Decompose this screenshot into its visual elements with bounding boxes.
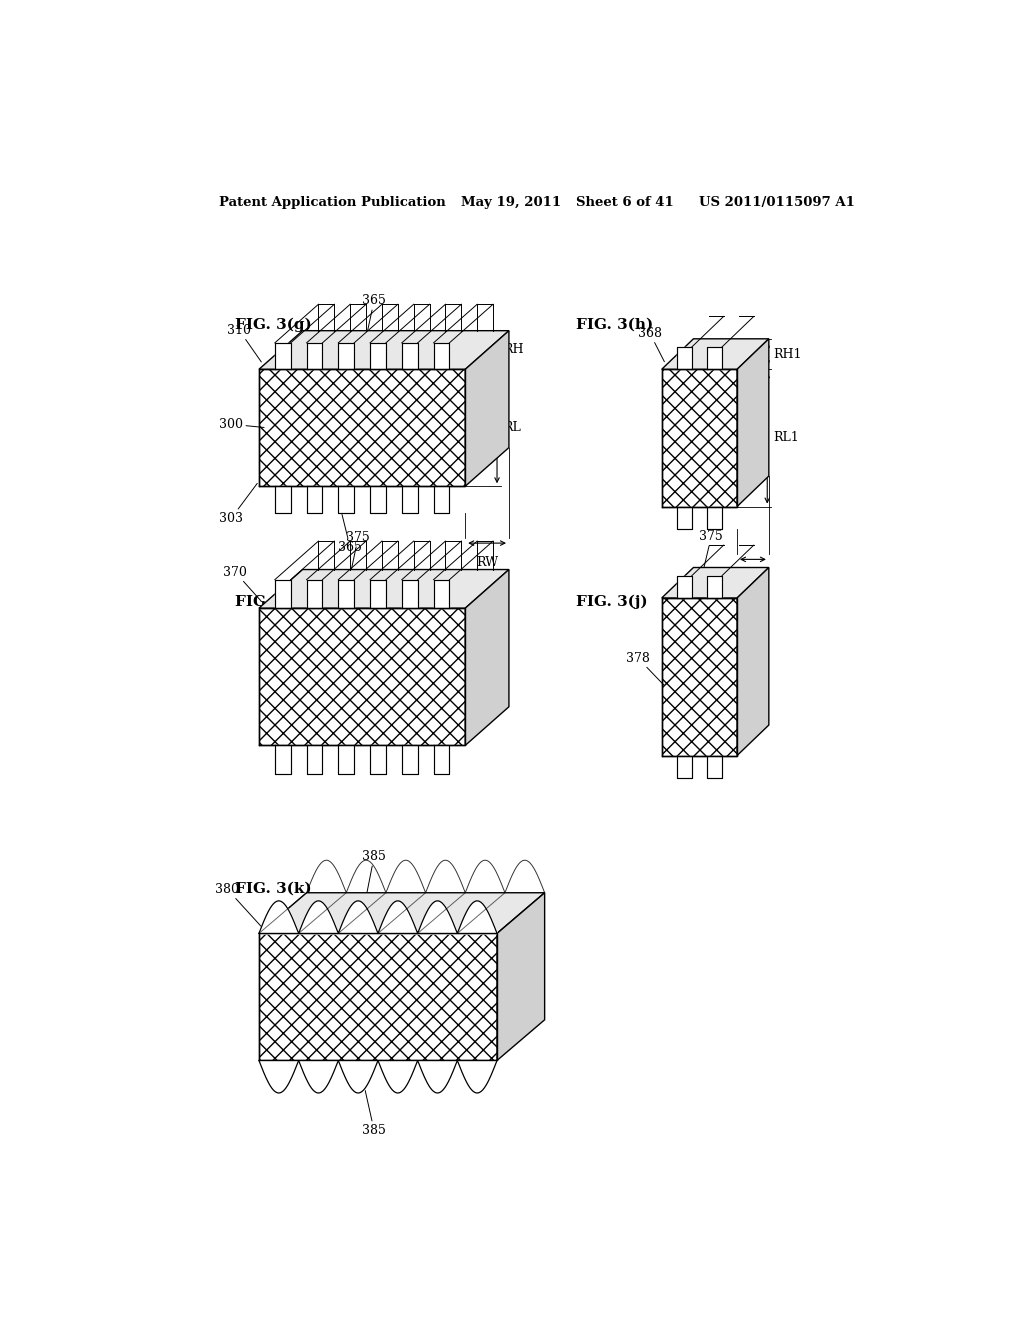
Polygon shape	[274, 343, 291, 370]
Text: FIG. 3(j): FIG. 3(j)	[577, 594, 648, 609]
Text: FIG. 3(h): FIG. 3(h)	[577, 318, 653, 333]
Polygon shape	[259, 609, 465, 746]
Text: 365: 365	[362, 294, 386, 354]
Polygon shape	[306, 343, 323, 370]
Polygon shape	[338, 343, 354, 370]
Polygon shape	[677, 507, 692, 529]
Polygon shape	[274, 579, 291, 609]
Polygon shape	[433, 746, 450, 774]
Text: 375: 375	[699, 531, 723, 585]
Polygon shape	[707, 755, 722, 777]
Polygon shape	[707, 576, 722, 598]
Polygon shape	[259, 569, 509, 609]
Polygon shape	[662, 568, 769, 598]
Polygon shape	[662, 598, 737, 755]
Polygon shape	[677, 576, 692, 598]
Polygon shape	[306, 579, 323, 609]
Polygon shape	[677, 347, 692, 370]
Polygon shape	[737, 339, 769, 507]
Polygon shape	[370, 343, 386, 370]
Text: 365: 365	[338, 502, 362, 554]
Text: 385: 385	[362, 850, 386, 915]
Polygon shape	[338, 579, 354, 609]
Text: RL: RL	[504, 421, 521, 434]
Polygon shape	[737, 568, 769, 755]
Text: 378: 378	[626, 652, 664, 685]
Text: RW: RW	[476, 556, 498, 569]
Polygon shape	[662, 370, 737, 507]
Text: 300: 300	[219, 417, 264, 430]
Polygon shape	[707, 507, 722, 529]
Polygon shape	[370, 579, 386, 609]
Polygon shape	[677, 755, 692, 777]
Text: 370: 370	[223, 566, 261, 601]
Polygon shape	[465, 331, 509, 486]
Text: RH: RH	[504, 343, 524, 356]
Polygon shape	[433, 486, 450, 512]
Polygon shape	[433, 579, 450, 609]
Polygon shape	[274, 746, 291, 774]
Polygon shape	[259, 331, 509, 370]
Polygon shape	[401, 579, 418, 609]
Polygon shape	[497, 892, 545, 1060]
Text: FIG. 3(k): FIG. 3(k)	[236, 882, 311, 895]
Polygon shape	[338, 486, 354, 512]
Text: FIG. 3(g): FIG. 3(g)	[236, 318, 312, 333]
Text: 368: 368	[638, 327, 665, 362]
Polygon shape	[370, 486, 386, 512]
Text: 375: 375	[346, 531, 370, 591]
Text: May 19, 2011: May 19, 2011	[461, 195, 561, 209]
Text: Sheet 6 of 41: Sheet 6 of 41	[577, 195, 674, 209]
Polygon shape	[465, 569, 509, 746]
Polygon shape	[662, 339, 769, 370]
Polygon shape	[338, 746, 354, 774]
Text: Patent Application Publication: Patent Application Publication	[219, 195, 446, 209]
Text: 310: 310	[227, 323, 261, 362]
Text: FIG. 3(i): FIG. 3(i)	[236, 594, 307, 609]
Polygon shape	[306, 486, 323, 512]
Polygon shape	[433, 343, 450, 370]
Polygon shape	[401, 746, 418, 774]
Text: RL1: RL1	[773, 432, 800, 445]
Polygon shape	[707, 347, 722, 370]
Text: 380: 380	[215, 883, 261, 927]
Polygon shape	[259, 933, 497, 1060]
Text: RW1: RW1	[738, 573, 768, 586]
Text: 385: 385	[362, 1080, 386, 1137]
Polygon shape	[259, 892, 545, 933]
Polygon shape	[259, 370, 465, 486]
Text: US 2011/0115097 A1: US 2011/0115097 A1	[699, 195, 855, 209]
Polygon shape	[401, 486, 418, 512]
Polygon shape	[401, 343, 418, 370]
Text: RH1: RH1	[773, 347, 802, 360]
Polygon shape	[274, 486, 291, 512]
Polygon shape	[370, 746, 386, 774]
Polygon shape	[306, 746, 323, 774]
Text: 303: 303	[219, 483, 257, 525]
